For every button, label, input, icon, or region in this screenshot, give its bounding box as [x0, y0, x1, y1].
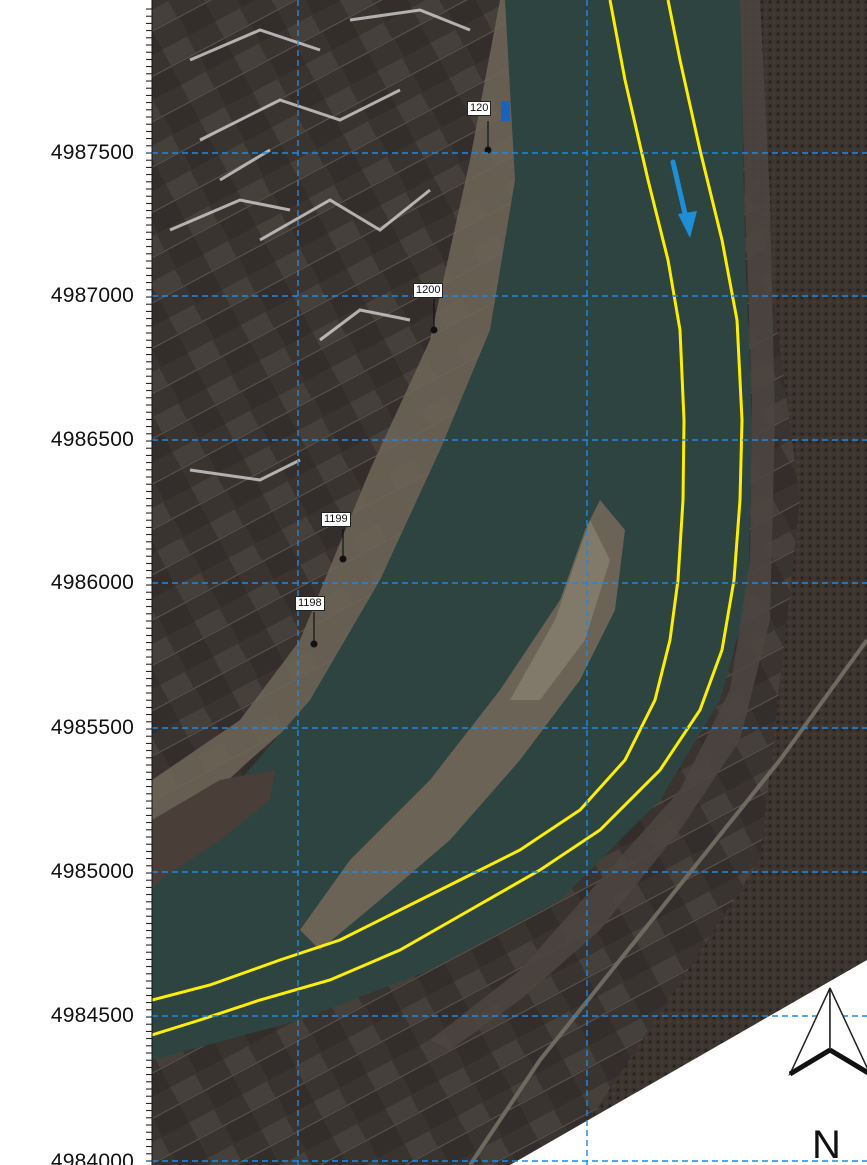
- small-island: [152, 770, 275, 890]
- channel-line-east: [152, 0, 744, 1037]
- coordinate-grid: [152, 0, 867, 1165]
- y-axis-label: 4984500: [50, 1004, 134, 1027]
- north-arrow-icon: [788, 987, 867, 1077]
- marker-label[interactable]: 1198: [295, 596, 325, 611]
- y-axis-label: 4987000: [50, 284, 134, 307]
- west-sandy-bank: [152, 0, 575, 850]
- channel-line-west: [152, 0, 686, 1002]
- y-axis-label: 4986500: [50, 428, 134, 451]
- y-axis-label: 4985000: [50, 860, 134, 883]
- marker-label[interactable]: 120: [467, 101, 492, 116]
- flow-direction-arrow-icon: [670, 159, 697, 238]
- y-axis-label: 4987500: [50, 141, 134, 164]
- marker-pin: [484, 146, 492, 154]
- river-water: [152, 0, 752, 1060]
- marker-label[interactable]: 1199: [321, 512, 351, 527]
- y-axis-label: 4985500: [50, 716, 134, 739]
- marker-pin: [339, 555, 347, 563]
- no-data-area: [510, 960, 867, 1165]
- y-axis-label: 4984000: [50, 1150, 134, 1165]
- land-east-forest: [560, 0, 867, 1165]
- north-label: N: [812, 1123, 841, 1165]
- marker-label[interactable]: 1200: [413, 283, 444, 298]
- marker-pin: [310, 640, 318, 648]
- river-island: [300, 500, 625, 950]
- marker-pin: [430, 326, 438, 334]
- y-axis-label: 4986000: [50, 571, 134, 594]
